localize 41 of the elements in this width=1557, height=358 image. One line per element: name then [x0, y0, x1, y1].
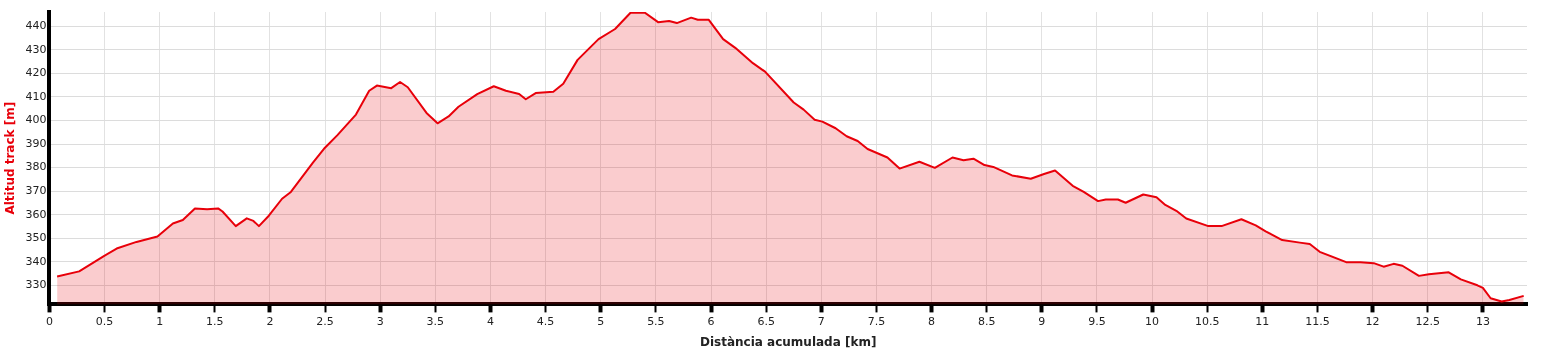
x-tick-label: 1.5 — [206, 314, 224, 328]
x-tick-label: 11.5 — [1305, 314, 1330, 328]
y-tick-label: 360 — [25, 207, 47, 221]
x-axis-title: Distància acumulada [km] — [699, 334, 877, 349]
x-tick-label: 8 — [928, 314, 936, 328]
x-tick-label: 7.5 — [867, 314, 886, 328]
x-tick-label: 12.5 — [1415, 314, 1441, 328]
x-tick-label: 3.5 — [426, 314, 445, 328]
x-tick-label: 10 — [1145, 314, 1160, 328]
x-tick-label: 5.5 — [647, 314, 665, 328]
y-tick-label: 430 — [25, 42, 47, 56]
x-tick-label: 2 — [266, 314, 274, 328]
x-tick-label: 11 — [1255, 314, 1270, 328]
x-tick-label: 12 — [1365, 314, 1380, 328]
y-tick-label: 400 — [25, 113, 47, 127]
x-tick-label: 4.5 — [536, 314, 555, 328]
x-tick-label: 5 — [597, 314, 605, 328]
y-tick-label: 390 — [25, 136, 47, 150]
y-tick-label: 350 — [25, 231, 47, 245]
x-tick-label: 0 — [45, 314, 53, 328]
x-tick-label: 8.5 — [977, 314, 996, 328]
x-tick-label: 9 — [1038, 314, 1046, 328]
y-tick-label: 370 — [25, 184, 47, 198]
x-tick-label: 13 — [1475, 314, 1490, 328]
x-tick-label: 4 — [486, 314, 494, 328]
y-tick-label: 410 — [25, 89, 47, 103]
y-tick-label: 330 — [25, 278, 47, 292]
x-tick-label: 7 — [817, 314, 825, 328]
y-tick-label: 380 — [25, 160, 47, 174]
y-tick-label: 340 — [25, 254, 47, 268]
x-tick-label: 6.5 — [757, 314, 775, 328]
x-tick-label: 10.5 — [1194, 314, 1220, 328]
y-tick-label: 440 — [25, 19, 47, 33]
x-tick-label: 3 — [376, 314, 384, 328]
x-tick-label: 6 — [707, 314, 715, 328]
y-axis-title: Altitud track [m] — [3, 101, 18, 215]
x-tick-label: 9.5 — [1088, 314, 1106, 328]
y-tick-label: 420 — [25, 66, 47, 80]
x-tick-label: 2.5 — [316, 314, 334, 328]
x-tick-label: 1 — [156, 314, 164, 328]
x-tick-label: 0.5 — [95, 314, 114, 328]
